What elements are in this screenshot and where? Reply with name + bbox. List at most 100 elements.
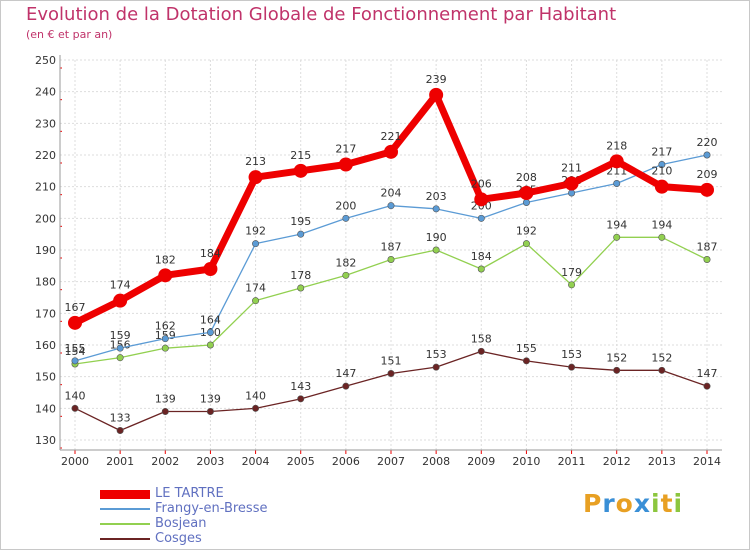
data-label-cosges: 139 — [155, 393, 176, 406]
legend-label: Cosges — [155, 531, 202, 546]
data-point-le-tartre — [203, 262, 218, 276]
legend-label: Bosjean — [155, 516, 207, 531]
data-label-cosges: 139 — [200, 393, 221, 406]
data-label-frangy-en-bresse: 203 — [426, 190, 447, 203]
data-label-le-tartre: 217 — [335, 143, 356, 156]
legend-label: Frangy-en-Bresse — [155, 501, 268, 516]
data-label-le-tartre: 206 — [471, 177, 492, 190]
data-label-bosjean: 182 — [335, 256, 356, 269]
data-point-bosjean — [432, 246, 440, 254]
data-point-cosges — [71, 404, 79, 412]
y-tick-label: 230 — [35, 117, 56, 130]
data-point-bosjean — [522, 240, 530, 248]
data-point-cosges — [161, 407, 169, 415]
data-point-le-tartre — [68, 315, 82, 330]
y-tick-label: 220 — [35, 149, 56, 162]
data-label-frangy-en-bresse: 204 — [381, 187, 402, 200]
data-point-bosjean — [613, 233, 621, 241]
logo-letter: o — [615, 489, 634, 518]
legend-swatch — [100, 538, 150, 540]
legend-swatch — [100, 508, 150, 510]
x-tick-label: 2012 — [603, 455, 631, 468]
x-tick-label: 2008 — [422, 455, 450, 468]
data-point-frangy-en-bresse — [387, 202, 395, 210]
data-point-cosges — [116, 426, 124, 434]
data-label-le-tartre: 174 — [110, 279, 131, 292]
logo-letter: x — [633, 489, 651, 518]
x-tick-label: 2000 — [61, 455, 89, 468]
data-label-le-tartre: 239 — [426, 73, 447, 86]
data-label-frangy-en-bresse: 195 — [290, 215, 311, 228]
data-point-cosges — [297, 395, 305, 403]
data-point-frangy-en-bresse — [477, 214, 485, 222]
data-point-le-tartre — [700, 182, 714, 197]
data-point-le-tartre — [338, 157, 353, 172]
data-label-le-tartre: 184 — [200, 247, 221, 260]
x-tick-label: 2009 — [467, 455, 495, 468]
data-point-cosges — [522, 357, 530, 365]
data-label-bosjean: 194 — [606, 218, 627, 231]
y-tick-label: 160 — [35, 339, 56, 352]
data-point-frangy-en-bresse — [252, 240, 260, 248]
data-point-cosges — [342, 382, 350, 390]
data-point-bosjean — [703, 255, 711, 263]
data-point-le-tartre — [293, 163, 308, 178]
x-tick-label: 2011 — [558, 455, 586, 468]
legend-swatch — [100, 490, 150, 499]
y-tick-label: 210 — [35, 181, 56, 194]
data-point-frangy-en-bresse — [613, 180, 621, 188]
data-point-cosges — [658, 366, 666, 374]
data-point-le-tartre — [158, 268, 173, 283]
data-label-le-tartre: 218 — [606, 139, 627, 152]
data-label-bosjean: 192 — [516, 225, 537, 238]
proxiti-logo: Proxiti — [583, 489, 683, 518]
logo-letter: r — [602, 489, 616, 518]
data-label-cosges: 158 — [471, 332, 492, 345]
data-point-le-tartre — [429, 87, 444, 102]
data-label-frangy-en-bresse: 192 — [245, 225, 266, 238]
data-point-cosges — [206, 407, 214, 415]
data-point-le-tartre — [474, 192, 489, 207]
data-point-frangy-en-bresse — [568, 189, 576, 197]
x-tick-label: 2005 — [287, 455, 315, 468]
data-point-frangy-en-bresse — [71, 357, 79, 365]
data-label-cosges: 140 — [65, 389, 86, 402]
x-tick-label: 2014 — [693, 455, 721, 468]
y-tick-label: 140 — [35, 402, 56, 415]
logo-letter: P — [583, 489, 603, 518]
data-point-le-tartre — [519, 186, 534, 200]
data-point-le-tartre — [654, 179, 669, 194]
y-tick-label: 130 — [35, 434, 56, 447]
data-point-bosjean — [161, 344, 169, 352]
data-point-cosges — [568, 363, 576, 371]
data-point-bosjean — [116, 354, 124, 362]
chart-subtitle: (en € et par an) — [26, 28, 113, 41]
data-point-bosjean — [477, 265, 485, 273]
chart-title: Evolution de la Dotation Globale de Fonc… — [26, 4, 617, 25]
data-label-le-tartre: 211 — [561, 162, 582, 175]
logo-letter: i — [673, 489, 684, 518]
data-point-cosges — [387, 369, 395, 377]
data-label-frangy-en-bresse: 220 — [697, 136, 718, 149]
data-label-bosjean: 187 — [381, 241, 402, 254]
data-point-cosges — [477, 347, 485, 355]
data-point-bosjean — [387, 255, 395, 263]
data-label-frangy-en-bresse: 164 — [200, 313, 221, 326]
data-label-bosjean: 190 — [426, 231, 447, 244]
data-label-le-tartre: 215 — [290, 149, 311, 162]
y-tick-label: 150 — [35, 371, 56, 384]
data-label-le-tartre: 210 — [651, 165, 672, 178]
x-tick-label: 2007 — [377, 455, 405, 468]
data-label-frangy-en-bresse: 200 — [335, 199, 356, 212]
data-point-le-tartre — [564, 176, 579, 191]
x-tick-label: 2001 — [106, 455, 134, 468]
data-point-bosjean — [252, 297, 260, 305]
x-tick-label: 2010 — [512, 455, 540, 468]
data-label-bosjean: 174 — [245, 282, 266, 295]
data-point-le-tartre — [609, 154, 624, 169]
data-label-bosjean: 187 — [697, 241, 718, 254]
data-point-cosges — [432, 363, 440, 371]
data-label-le-tartre: 167 — [65, 301, 86, 314]
data-label-cosges: 140 — [245, 389, 266, 402]
